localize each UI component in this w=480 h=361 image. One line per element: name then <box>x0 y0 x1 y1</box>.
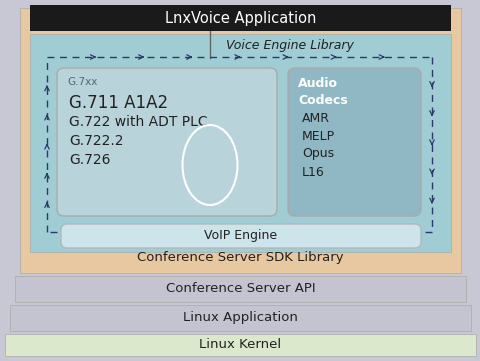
Bar <box>20 8 460 273</box>
Text: Opus: Opus <box>301 148 334 161</box>
Bar <box>30 5 450 31</box>
Text: Linux Application: Linux Application <box>183 312 297 325</box>
Text: L16: L16 <box>301 165 324 178</box>
Text: G.711 A1A2: G.711 A1A2 <box>69 94 168 112</box>
Text: Voice Engine Library: Voice Engine Library <box>226 39 353 52</box>
Bar <box>30 34 450 252</box>
Text: Conference Server API: Conference Server API <box>165 283 315 296</box>
Bar <box>5 334 475 356</box>
Bar <box>10 305 470 331</box>
Text: Conference Server SDK Library: Conference Server SDK Library <box>137 252 343 265</box>
Bar <box>15 276 465 302</box>
Text: G.722 with ADT PLC: G.722 with ADT PLC <box>69 115 207 129</box>
FancyBboxPatch shape <box>57 68 276 216</box>
Text: G.722.2: G.722.2 <box>69 134 123 148</box>
Text: Audio
Codecs: Audio Codecs <box>298 77 347 107</box>
Text: AMR: AMR <box>301 112 329 125</box>
Text: MELP: MELP <box>301 130 335 143</box>
Text: G.7xx: G.7xx <box>67 77 97 87</box>
Text: LnxVoice Application: LnxVoice Application <box>165 10 315 26</box>
Text: VoIP Engine: VoIP Engine <box>204 230 277 243</box>
Text: Linux Kernel: Linux Kernel <box>199 339 281 352</box>
FancyBboxPatch shape <box>288 68 420 216</box>
FancyBboxPatch shape <box>61 224 420 248</box>
Text: G.726: G.726 <box>69 153 110 167</box>
